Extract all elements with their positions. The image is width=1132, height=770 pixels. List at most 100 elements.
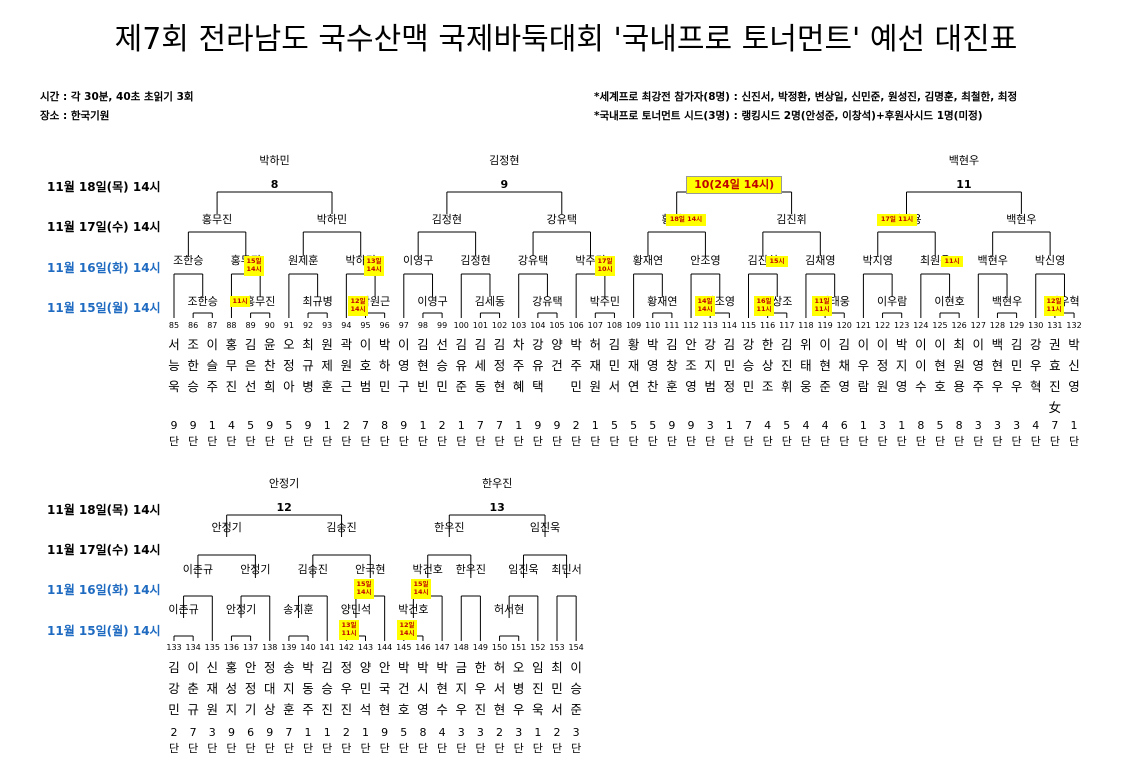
seat-number: 143 <box>357 643 374 652</box>
dan-unit: 단 <box>513 742 524 755</box>
dan-unit: 단 <box>743 435 754 448</box>
player-name-char: 규 <box>302 358 314 373</box>
dan-unit: 단 <box>417 742 428 755</box>
dan-unit: 단 <box>820 435 831 448</box>
match-label: 13 <box>489 501 505 514</box>
seat-number: 137 <box>242 643 259 652</box>
seat-number: 109 <box>625 321 642 330</box>
player-name-char: 이 <box>915 337 927 352</box>
player-name-char: 안 <box>244 660 257 675</box>
page-title: 제7회 전라남도 국수산맥 국제바둑대회 '국내프로 토너먼트' 예선 대진표 <box>114 22 1018 57</box>
player-dan: 4 <box>227 419 235 432</box>
player-dan: 3 <box>706 419 714 432</box>
seat-number: 106 <box>568 321 584 330</box>
round2-winner-name: 강유택 <box>546 213 577 226</box>
player-name-char: 홍 <box>225 337 238 352</box>
dan-unit: 단 <box>992 435 1003 448</box>
round3-winner-name: 이춘규 <box>182 563 214 576</box>
dan-unit: 단 <box>571 435 582 448</box>
round3-winner-name: 박건호 <box>412 563 443 576</box>
dan-unit: 단 <box>494 435 505 448</box>
player-name-char: 슬 <box>206 358 219 373</box>
player-dan: 1 <box>304 726 312 739</box>
player-name-char: 박 <box>378 337 391 352</box>
player-name-char: 오 <box>283 337 295 352</box>
player-name-char: 원 <box>589 379 602 394</box>
dan-unit: 단 <box>724 435 735 448</box>
round2-winner-name: 임진욱 <box>529 521 561 534</box>
player-name-char: 한 <box>474 660 487 675</box>
player-name-char: 하 <box>378 358 391 373</box>
dan-unit: 단 <box>417 435 428 448</box>
player-name-char: 안 <box>685 337 697 352</box>
player-name-char: 최 <box>302 337 314 352</box>
player-dan: 1 <box>1070 419 1078 432</box>
match-label: 8 <box>270 178 279 191</box>
time-note: 15일 14시 <box>244 256 264 276</box>
dan-unit: 단 <box>207 435 218 448</box>
seat-number: 101 <box>472 321 489 330</box>
player-dan: 7 <box>189 726 197 739</box>
player-name-char: 석 <box>359 702 372 717</box>
player-dan: 1 <box>898 419 906 432</box>
seat-number: 139 <box>281 643 297 652</box>
seat-number: 96 <box>379 321 390 330</box>
player-dan: 1 <box>725 419 733 432</box>
player-name-char: 상 <box>263 702 276 717</box>
seat-number: 136 <box>223 643 240 652</box>
player-name-char: 영 <box>838 379 850 394</box>
player-name-char: 세 <box>474 358 487 373</box>
seat-number: 108 <box>606 321 623 330</box>
dan-unit: 단 <box>532 435 543 448</box>
seat-number: 129 <box>1008 321 1025 330</box>
player-dan: 1 <box>591 419 599 432</box>
seat-number: 111 <box>664 321 680 330</box>
dan-unit: 단 <box>341 435 352 448</box>
player-dan: 4 <box>764 419 772 432</box>
player-dan: 6 <box>247 726 255 739</box>
player-name-char: 희 <box>263 379 276 394</box>
player-dan: 9 <box>266 726 274 739</box>
seat-number: 126 <box>951 321 967 330</box>
player-dan: 5 <box>630 419 638 432</box>
player-name-char: 김 <box>666 337 678 352</box>
round4-winner-name: 홍무진 <box>244 295 276 308</box>
player-name-char: 민 <box>168 702 180 717</box>
player-name-char: 훈 <box>283 702 295 717</box>
player-name-char: 영 <box>417 702 429 717</box>
dan-unit: 단 <box>896 435 907 448</box>
player-name-char: 지 <box>283 681 295 696</box>
dan-unit: 단 <box>437 435 448 448</box>
row-label-round2: 11월 17일(수) 14시 <box>47 220 161 234</box>
seat-number: 147 <box>434 643 450 652</box>
player-name-char: 민 <box>723 358 736 373</box>
match-label: 9 <box>500 178 509 191</box>
player-name-char: 람 <box>857 379 870 394</box>
seat-number: 94 <box>341 321 352 330</box>
dan-unit: 단 <box>590 435 601 448</box>
round4-winner-name: 강유택 <box>532 295 563 308</box>
dan-unit: 단 <box>1049 435 1060 448</box>
time-note: 15시 <box>766 256 788 267</box>
player-name-char: 서 <box>168 337 180 352</box>
player-name-char: 민 <box>359 681 372 696</box>
seat-number: 141 <box>319 643 335 652</box>
player-dan: 5 <box>610 419 618 432</box>
round4-winner-name: 이춘규 <box>168 603 199 616</box>
seat-number: 127 <box>970 321 986 330</box>
player-name-char: 수 <box>436 702 448 717</box>
seat-number: 86 <box>188 321 199 330</box>
dan-unit: 단 <box>226 435 237 448</box>
dan-unit: 단 <box>456 742 467 755</box>
seat-number: 149 <box>472 643 489 652</box>
seat-number: 146 <box>415 643 431 652</box>
seat-number: 152 <box>530 643 546 652</box>
round2-winner-name: 안정기 <box>211 521 242 534</box>
seat-number: 123 <box>894 321 910 330</box>
player-dan: 2 <box>572 419 580 432</box>
seat-number: 91 <box>283 321 294 330</box>
player-dan: 4 <box>802 419 810 432</box>
player-name-char: 민 <box>436 379 448 394</box>
dan-unit: 단 <box>954 435 965 448</box>
round3-winner-name: 김승진 <box>297 563 329 576</box>
